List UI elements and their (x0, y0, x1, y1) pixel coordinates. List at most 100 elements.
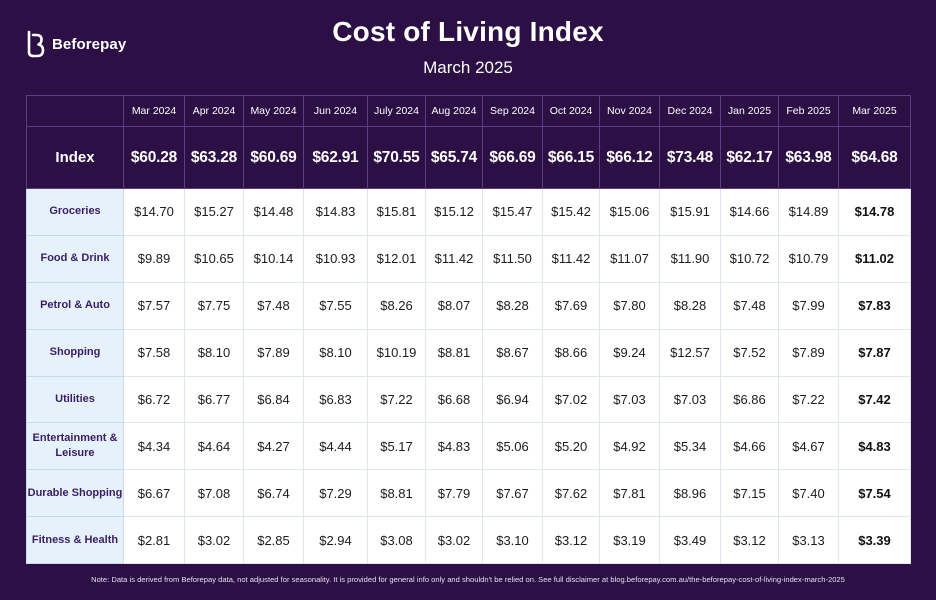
value-cell: $7.22 (778, 375, 839, 424)
index-value: $62.91 (303, 126, 368, 189)
month-header: May 2024 (243, 95, 304, 127)
value-cell: $5.20 (542, 422, 600, 471)
value-cell: $5.17 (367, 422, 426, 471)
category-label: Petrol & Auto (26, 281, 124, 330)
value-cell: $7.03 (599, 375, 660, 424)
value-cell: $12.57 (659, 328, 721, 377)
category-label: Groceries (26, 188, 124, 236)
value-cell: $6.83 (303, 375, 368, 424)
value-cell: $7.48 (243, 281, 304, 330)
value-cell: $8.26 (367, 281, 426, 330)
value-cell: $3.13 (778, 516, 839, 564)
category-label: Shopping (26, 328, 124, 377)
value-cell: $14.48 (243, 188, 304, 236)
value-cell: $10.79 (778, 234, 839, 283)
value-cell: $6.72 (123, 375, 185, 424)
value-cell: $11.07 (599, 234, 660, 283)
value-cell: $6.74 (243, 469, 304, 518)
index-value: $66.12 (599, 126, 660, 189)
value-cell: $8.10 (184, 328, 244, 377)
value-cell: $15.42 (542, 188, 600, 236)
value-cell: $9.24 (599, 328, 660, 377)
value-cell: $6.94 (482, 375, 543, 424)
value-cell: $7.40 (778, 469, 839, 518)
value-cell: $10.65 (184, 234, 244, 283)
value-cell: $2.81 (123, 516, 185, 564)
index-value: $65.74 (425, 126, 483, 189)
index-value: $63.98 (778, 126, 839, 189)
value-cell: $6.68 (425, 375, 483, 424)
value-cell: $11.50 (482, 234, 543, 283)
value-cell: $5.06 (482, 422, 543, 471)
value-cell: $14.83 (303, 188, 368, 236)
value-cell: $7.29 (303, 469, 368, 518)
category-row: Groceries $14.70 $15.27 $14.48 $14.83 $15.81 $… (26, 188, 911, 236)
value-cell: $7.81 (599, 469, 660, 518)
month-header: Jun 2024 (303, 95, 368, 127)
value-cell: $2.85 (243, 516, 304, 564)
value-cell: $3.02 (184, 516, 244, 564)
month-header: Feb 2025 (778, 95, 839, 127)
category-label: Entertainment & Leisure (26, 422, 124, 471)
value-cell: $7.67 (482, 469, 543, 518)
index-value: $66.15 (542, 126, 600, 189)
index-value: $63.28 (184, 126, 244, 189)
value-cell: $14.89 (778, 188, 839, 236)
corner-cell (26, 95, 124, 127)
value-cell: $7.75 (184, 281, 244, 330)
page-title: Cost of Living Index (332, 16, 604, 47)
value-cell: $7.62 (542, 469, 600, 518)
value-cell: $6.77 (184, 375, 244, 424)
value-cell: $4.67 (778, 422, 839, 471)
value-cell: $8.81 (425, 328, 483, 377)
value-cell: $15.27 (184, 188, 244, 236)
value-cell: $7.02 (542, 375, 600, 424)
cost-of-living-table: Mar 2024 Apr 2024 May 2024 Jun 2024 July 202… (26, 95, 911, 564)
value-cell: $11.42 (425, 234, 483, 283)
value-cell: $15.91 (659, 188, 721, 236)
index-value: $64.68 (838, 126, 911, 189)
category-label: Durable Shopping (26, 469, 124, 518)
value-cell: $6.67 (123, 469, 185, 518)
index-value: $60.69 (243, 126, 304, 189)
value-cell: $7.03 (659, 375, 721, 424)
value-cell: $15.47 (482, 188, 543, 236)
value-cell: $8.66 (542, 328, 600, 377)
value-cell: $10.19 (367, 328, 426, 377)
value-cell: $6.86 (720, 375, 779, 424)
value-cell: $5.34 (659, 422, 721, 471)
value-cell: $3.02 (425, 516, 483, 564)
month-header: Mar 2025 (838, 95, 911, 127)
index-value: $66.69 (482, 126, 543, 189)
value-cell: $3.39 (838, 516, 911, 564)
value-cell: $8.96 (659, 469, 721, 518)
value-cell: $7.99 (778, 281, 839, 330)
value-cell: $4.64 (184, 422, 244, 471)
beforepay-logo-icon (27, 30, 45, 58)
value-cell: $4.27 (243, 422, 304, 471)
value-cell: $8.81 (367, 469, 426, 518)
value-cell: $7.79 (425, 469, 483, 518)
month-header: Mar 2024 (123, 95, 185, 127)
category-row: Utilities $6.72 $6.77 $6.84 $6.83 $7.22 $6.68 $… (26, 375, 911, 424)
category-row: Food & Drink $9.89 $10.65 $10.14 $10.93 $12.0… (26, 234, 911, 283)
value-cell: $7.42 (838, 375, 911, 424)
footer-note: Note: Data is derived from Beforepay dat… (91, 575, 845, 584)
month-header: Oct 2024 (542, 95, 600, 127)
category-row: Shopping $7.58 $8.10 $7.89 $8.10 $10.19 $8.81 $… (26, 328, 911, 377)
value-cell: $3.19 (599, 516, 660, 564)
month-header: Apr 2024 (184, 95, 244, 127)
value-cell: $11.90 (659, 234, 721, 283)
month-header: Aug 2024 (425, 95, 483, 127)
value-cell: $14.78 (838, 188, 911, 236)
value-cell: $4.83 (838, 422, 911, 471)
month-header-row: Mar 2024 Apr 2024 May 2024 Jun 2024 July 202… (26, 95, 911, 127)
value-cell: $3.10 (482, 516, 543, 564)
value-cell: $7.55 (303, 281, 368, 330)
value-cell: $10.14 (243, 234, 304, 283)
value-cell: $3.12 (542, 516, 600, 564)
value-cell: $8.28 (659, 281, 721, 330)
value-cell: $4.34 (123, 422, 185, 471)
value-cell: $14.70 (123, 188, 185, 236)
value-cell: $7.89 (243, 328, 304, 377)
